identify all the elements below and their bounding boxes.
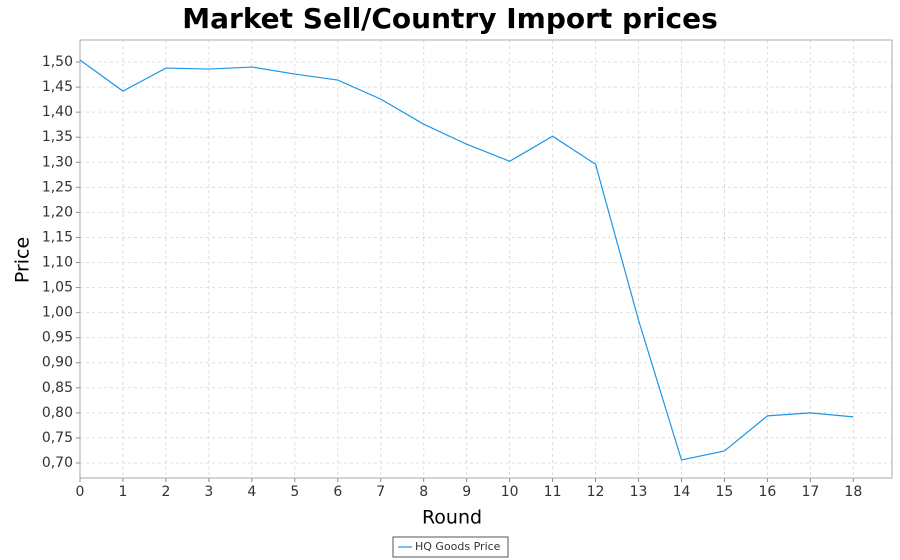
y-tick-label: 1,05 [42,280,73,296]
y-axis-label: Price [12,237,34,283]
y-tick-label: 0,85 [42,380,73,396]
y-tick-label: 1,50 [42,54,73,70]
x-tick-label: 14 [673,484,691,500]
x-tick-label: 10 [501,484,519,500]
data-line [79,59,854,461]
y-tick-label: 1,30 [42,154,73,170]
x-axis-label: Round [422,507,482,529]
y-tick-label: 0,70 [42,455,73,471]
x-tick-label: 13 [630,484,648,500]
x-tick-label: 15 [716,484,734,500]
y-tick-label: 1,00 [42,305,73,321]
x-tick-label: 0 [76,484,85,500]
y-tick-label: 0,80 [42,405,73,421]
x-tick-label: 7 [376,484,385,500]
x-tick-label: 16 [758,484,776,500]
x-tick-label: 8 [419,484,428,500]
legend [392,536,509,558]
plot-border [79,39,893,479]
legend-label: HQ Goods Price [415,540,501,553]
x-tick-label: 17 [801,484,819,500]
y-tick-label: 1,25 [42,179,73,195]
x-tick-label: 4 [247,484,256,500]
x-tick-label: 6 [333,484,342,500]
y-tick-label: 1,10 [42,255,73,271]
x-tick-label: 5 [290,484,299,500]
y-tick-label: 0,90 [42,355,73,371]
chart-title: Market Sell/Country Import prices [182,2,718,35]
y-tick-label: 1,45 [42,79,73,95]
y-tick-label: 0,95 [42,330,73,346]
x-tick-label: 18 [844,484,862,500]
x-tick-label: 9 [462,484,471,500]
y-tick-label: 1,35 [42,129,73,145]
x-tick-label: 12 [587,484,605,500]
y-tick-label: 0,75 [42,430,73,446]
y-tick-label: 1,40 [42,104,73,120]
y-tick-label: 1,20 [42,204,73,220]
x-tick-label: 11 [544,484,562,500]
x-tick-label: 1 [119,484,128,500]
y-tick-label: 1,15 [42,229,73,245]
x-tick-label: 3 [204,484,213,500]
x-tick-label: 2 [161,484,170,500]
